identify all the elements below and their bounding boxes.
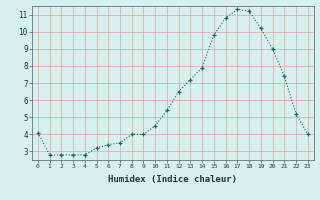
X-axis label: Humidex (Indice chaleur): Humidex (Indice chaleur) [108,175,237,184]
